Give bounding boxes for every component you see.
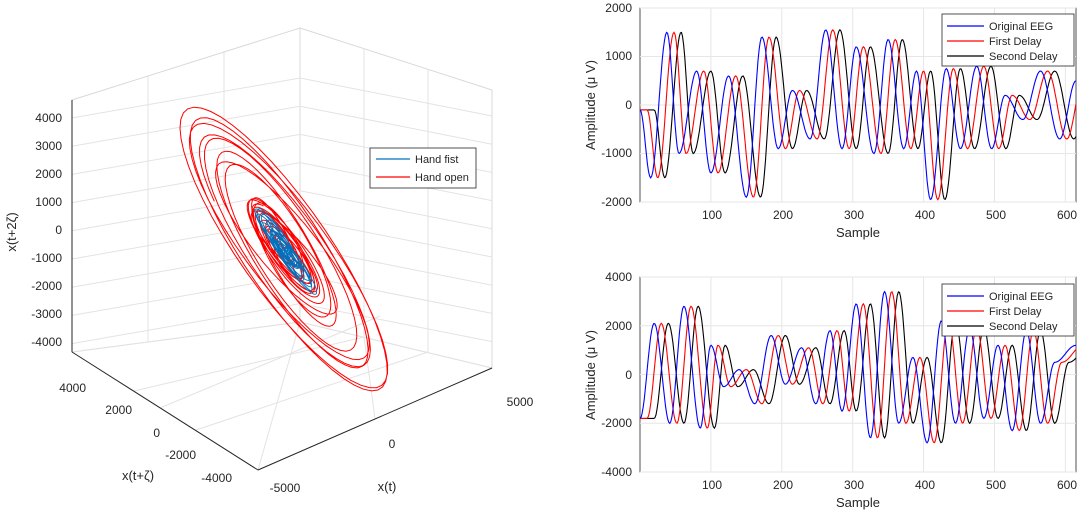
z-tick-label: -1000: [31, 251, 62, 265]
x-tick-label: 200: [773, 478, 793, 492]
x-tick-label: 500: [986, 478, 1006, 492]
y-tick-label: 2000: [605, 1, 632, 15]
back-wall-right: [299, 27, 493, 369]
legend-label-second-delay: Second Delay: [989, 51, 1058, 63]
legend-label-hand-fist: Hand fist: [415, 154, 458, 166]
z-tick-label: -4000: [31, 335, 62, 349]
x-tick-label: 100: [702, 478, 722, 492]
x-axis-label: Sample: [836, 495, 880, 510]
grid-line-3d: [299, 321, 493, 369]
x-tick-label: 300: [844, 208, 864, 222]
y-tick-label: -2000: [601, 416, 632, 430]
y-axis-label: Amplitude (μ V): [583, 60, 598, 150]
legend-3d: Hand fist Hand open: [369, 147, 477, 189]
x-tick-labels: 100 200 300 400 500 600: [702, 208, 1077, 222]
series-line-second-delay: [640, 291, 1077, 444]
y-tick-label: -2000: [601, 195, 632, 209]
y-tick-label: 2000: [605, 319, 632, 333]
grid-line-3d: [195, 351, 429, 431]
x-tick-label: 600: [1057, 208, 1077, 222]
legend-label-original: Original EEG: [989, 291, 1053, 303]
phase-space-3d-plot: 4000 3000 2000 1000 0 -1000 -2000 -3000 …: [4, 27, 534, 495]
y-tick-label: 0: [625, 368, 632, 382]
grid-line-3d: [257, 321, 301, 471]
x-axis-label: Sample: [836, 225, 880, 240]
legend-label-second-delay: Second Delay: [989, 321, 1058, 333]
grid-line-3d: [159, 315, 381, 409]
z-axis-label: x(t+2ζ): [4, 212, 19, 251]
grid-line-3d: [363, 336, 376, 420]
y3d-tick-label: 2000: [105, 403, 132, 417]
x3d-tick-label: 0: [389, 437, 396, 451]
series-line-second-delay: [640, 28, 1077, 201]
legend-label-first-delay: First Delay: [989, 306, 1042, 318]
z-tick-labels: 4000 3000 2000 1000 0 -1000 -2000 -3000 …: [31, 111, 62, 349]
y-tick-label: 0: [625, 98, 632, 112]
y3d-axis-label: x(t+ζ): [122, 468, 154, 483]
legend-label-original: Original EEG: [989, 21, 1053, 33]
x3d-axis-label: x(t): [378, 479, 397, 494]
y-axis-label: Amplitude (μ V): [583, 330, 598, 420]
y3d-tick-labels: 4000 2000 0 -2000 -4000: [59, 381, 232, 485]
x3d-tick-label: 5000: [507, 395, 534, 409]
x-tick-label: 300: [844, 478, 864, 492]
legend-box: [369, 147, 477, 189]
z-tick-label: 0: [55, 223, 62, 237]
z-tick-label: 4000: [35, 111, 62, 125]
z-tick-label: 2000: [35, 167, 62, 181]
x-tick-labels: 100 200 300 400 500 600: [702, 478, 1077, 492]
legend-top: Original EEG First Delay Second Delay: [941, 13, 1075, 67]
x-axis-line: [257, 367, 493, 471]
trajectory-hand-fist: [254, 208, 318, 295]
y3d-tick-label: -2000: [165, 448, 196, 462]
z-tick-label: -2000: [31, 279, 62, 293]
series-line-first-delay: [640, 29, 1077, 201]
eeg-delay-plot-top: 2000 1000 0 -1000 -2000 100 200 300 400 …: [583, 1, 1077, 240]
y3d-tick-label: -4000: [201, 471, 232, 485]
y-tick-label: -4000: [601, 465, 632, 479]
eeg-delay-plot-bottom: 4000 2000 0 -2000 -4000 100 200 300 400 …: [583, 270, 1077, 510]
x-tick-label: 400: [915, 208, 935, 222]
back-wall-left: [71, 27, 301, 353]
y-axis-line: [71, 351, 259, 471]
y-tick-label: -1000: [601, 146, 632, 160]
y3d-tick-label: 4000: [59, 381, 86, 395]
x3d-tick-label: -5000: [270, 481, 301, 495]
x-tick-label: 100: [702, 208, 722, 222]
y-tick-label: 4000: [605, 270, 632, 284]
series-line-original-eeg: [639, 29, 1077, 201]
x-tick-label: 500: [986, 208, 1006, 222]
x-tick-label: 400: [915, 478, 935, 492]
legend-label-hand-open: Hand open: [415, 172, 469, 184]
grid-line-3d: [71, 321, 301, 353]
y3d-tick-label: 0: [153, 426, 160, 440]
z-tick-label: -3000: [31, 307, 62, 321]
y-tick-labels: 2000 1000 0 -1000 -2000: [601, 1, 632, 209]
y-tick-labels: 4000 2000 0 -2000 -4000: [601, 270, 632, 479]
grid-line-3d: [133, 336, 365, 392]
y-tick-label: 1000: [605, 49, 632, 63]
x-tick-label: 200: [773, 208, 793, 222]
legend-box: [941, 283, 1075, 337]
series-line-original-eeg: [639, 290, 1077, 444]
series-line-first-delay: [640, 290, 1077, 444]
z-tick-label: 3000: [35, 139, 62, 153]
z-tick-label: 1000: [35, 195, 62, 209]
x-tick-label: 600: [1057, 478, 1077, 492]
legend-label-first-delay: First Delay: [989, 36, 1042, 48]
legend-bottom: Original EEG First Delay Second Delay: [941, 283, 1075, 337]
x3d-tick-labels: -5000 0 5000: [270, 395, 534, 495]
legend-box: [941, 13, 1075, 67]
